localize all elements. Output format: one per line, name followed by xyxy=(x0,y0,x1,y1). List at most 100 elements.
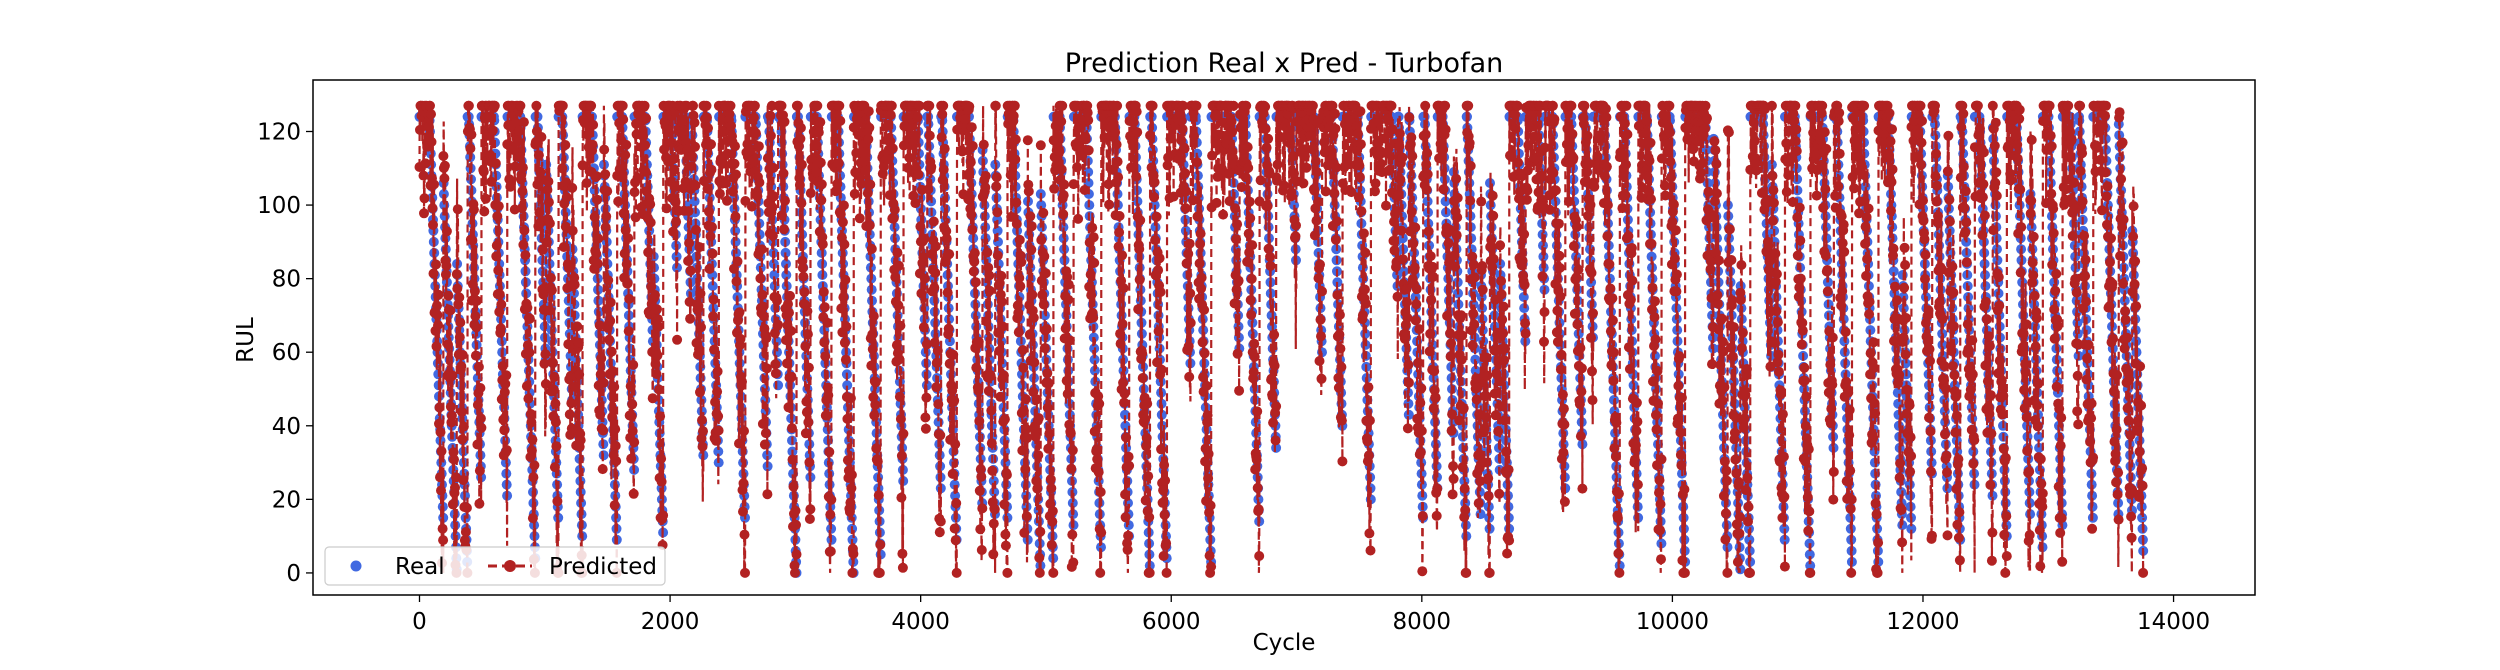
predicted-point xyxy=(419,208,429,219)
predicted-point xyxy=(452,283,463,294)
series-predicted xyxy=(414,100,2149,578)
predicted-point xyxy=(450,482,460,493)
predicted-point xyxy=(550,417,561,428)
predicted-point xyxy=(570,381,581,392)
predicted-point xyxy=(610,424,621,435)
predicted-point xyxy=(515,100,526,111)
predicted-point xyxy=(587,139,598,150)
predicted-point xyxy=(550,398,561,409)
predicted-point xyxy=(575,435,586,446)
predicted-point xyxy=(476,422,487,433)
predicted-point xyxy=(604,334,615,345)
predicted-point xyxy=(601,211,612,222)
predicted-point xyxy=(466,129,477,140)
predicted-point xyxy=(567,225,578,236)
predicted-point xyxy=(445,401,456,412)
predicted-point xyxy=(500,378,511,389)
predicted-point xyxy=(505,181,516,192)
predicted-point xyxy=(440,269,451,280)
predicted-point xyxy=(521,381,532,392)
predicted-point xyxy=(441,260,452,271)
predicted-point xyxy=(574,369,585,380)
predicted-point xyxy=(479,206,490,217)
predicted-point xyxy=(536,132,547,142)
predicted-point xyxy=(560,140,571,150)
predicted-point xyxy=(564,409,575,420)
predicted-point xyxy=(566,398,577,409)
predicted-point xyxy=(457,434,468,445)
predicted-point xyxy=(602,186,613,197)
predicted-point xyxy=(451,269,462,280)
predicted-point xyxy=(600,169,611,180)
predicted-point xyxy=(472,439,483,450)
predicted-point xyxy=(598,425,609,436)
predicted-point xyxy=(419,193,430,204)
predicted-point xyxy=(569,279,580,290)
predicted-point xyxy=(518,117,529,128)
predicted-point xyxy=(548,384,559,395)
predicted-point xyxy=(543,176,554,187)
predicted-point xyxy=(467,235,478,246)
predicted-point xyxy=(461,502,472,513)
predicted-point xyxy=(603,275,614,286)
predicted-point xyxy=(474,465,485,476)
predicted-point xyxy=(454,332,465,343)
real-point xyxy=(773,380,784,391)
predicted-point xyxy=(478,166,489,177)
predicted-point xyxy=(558,242,569,252)
predicted-point xyxy=(480,193,491,204)
predicted-point xyxy=(549,462,560,473)
predicted-point xyxy=(435,472,445,483)
predicted-point xyxy=(529,460,540,471)
predicted-point xyxy=(492,211,503,222)
predicted-point xyxy=(470,311,481,322)
predicted-point xyxy=(415,124,425,135)
predicted-point xyxy=(470,350,481,361)
predicted-point xyxy=(592,194,603,205)
predicted-point xyxy=(591,171,602,182)
predicted-point xyxy=(589,212,600,222)
predicted-point xyxy=(579,117,590,128)
predicted-point xyxy=(513,152,524,163)
predicted-point xyxy=(454,292,465,303)
predicted-point xyxy=(546,285,557,296)
predicted-point xyxy=(543,197,554,208)
predicted-point xyxy=(552,496,563,507)
predicted-point xyxy=(540,349,551,360)
predicted-point xyxy=(541,237,552,248)
predicted-point xyxy=(487,125,498,136)
predicted-point xyxy=(495,323,506,334)
predicted-point xyxy=(599,144,610,155)
predicted-point xyxy=(517,162,528,173)
predicted-point xyxy=(600,222,611,233)
predicted-point xyxy=(561,192,572,203)
predicted-point xyxy=(607,366,618,377)
predicted-point xyxy=(609,381,620,392)
predicted-point xyxy=(468,204,479,215)
predicted-point xyxy=(491,251,502,262)
predicted-point xyxy=(611,456,622,466)
predicted-point xyxy=(433,289,444,300)
predicted-point xyxy=(418,170,429,181)
predicted-point xyxy=(428,219,438,230)
predicted-point xyxy=(613,196,624,207)
predicted-point xyxy=(526,445,537,456)
predicted-point xyxy=(429,179,439,190)
predicted-point xyxy=(471,322,482,333)
predicted-point xyxy=(433,320,443,331)
predicted-point xyxy=(582,129,593,140)
predicted-point xyxy=(527,513,538,524)
predicted-point xyxy=(449,454,459,465)
predicted-point xyxy=(528,472,539,483)
predicted-point xyxy=(572,321,583,332)
predicted-point xyxy=(523,393,534,404)
predicted-point xyxy=(493,265,504,276)
predicted-point xyxy=(605,315,616,326)
predicted-point xyxy=(494,289,505,300)
predicted-point xyxy=(496,299,507,310)
predicted-point xyxy=(447,499,458,510)
predicted-point xyxy=(497,361,508,372)
predicted-point xyxy=(469,286,480,297)
predicted-point xyxy=(438,535,449,546)
predicted-point xyxy=(475,383,486,393)
